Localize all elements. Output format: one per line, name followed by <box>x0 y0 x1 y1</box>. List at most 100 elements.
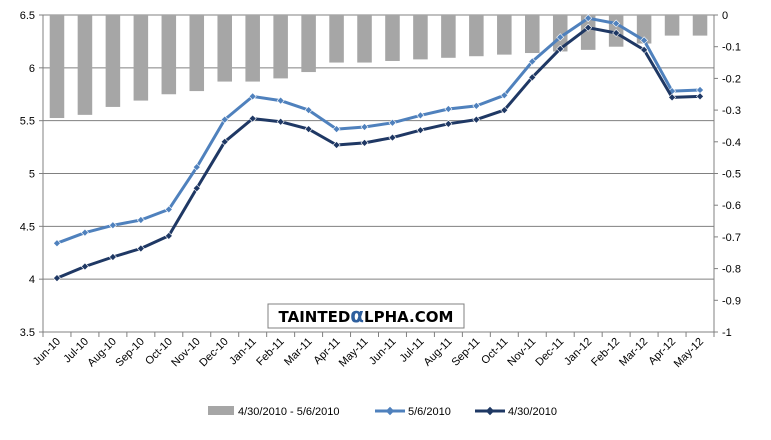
legend-label-line-2: 4/30/2010 <box>508 406 557 418</box>
y-right-tick-label: -0.1 <box>722 42 741 54</box>
x-tick-label: Aug-10 <box>85 336 119 370</box>
series-2-point <box>108 253 117 261</box>
bar <box>469 15 484 57</box>
x-tick-label: Sep-10 <box>113 336 147 370</box>
y-left-tick-label: 6.5 <box>20 10 35 22</box>
legend-label-line-1: 5/6/2010 <box>408 406 451 418</box>
series-1-point <box>612 19 621 28</box>
series-1-point <box>220 115 229 124</box>
series-2-point <box>668 93 677 102</box>
series-2-point <box>192 184 201 193</box>
series-2-point <box>360 138 369 147</box>
series-2-point <box>53 274 61 283</box>
y-left-tick-label: 5.5 <box>20 116 35 128</box>
bar <box>273 15 288 79</box>
x-tick-label: May-11 <box>337 336 371 370</box>
bar <box>161 15 177 95</box>
series-1-point <box>332 125 341 134</box>
bar <box>49 15 65 119</box>
series-2-point <box>584 23 593 32</box>
series-2-point <box>472 115 481 124</box>
bar <box>636 15 652 44</box>
bar <box>692 15 708 36</box>
series-1-point <box>164 205 173 214</box>
x-tick-label: Oct-11 <box>479 336 510 367</box>
y-right-tick-label: -0.7 <box>722 232 741 244</box>
series-1-point <box>248 92 257 101</box>
bar <box>329 15 344 63</box>
bar <box>525 15 540 54</box>
legend-label-bar: 4/30/2010 - 5/6/2010 <box>238 406 340 418</box>
series-2-point <box>612 29 621 37</box>
x-tick-label: Jun-11 <box>367 336 399 368</box>
series-1-point <box>304 106 313 115</box>
series-2-point <box>164 231 173 240</box>
bar <box>385 15 400 61</box>
bar <box>301 15 316 73</box>
bar <box>217 15 232 82</box>
bar <box>105 15 121 107</box>
series-2-point <box>528 73 537 82</box>
watermark-suffix: LPHA.COM <box>364 308 453 326</box>
legend: 4/30/2010 - 5/6/2010 5/6/2010 4/30/2010 <box>208 406 557 418</box>
watermark-alpha: α <box>350 303 364 327</box>
series-2-point <box>416 126 425 135</box>
series-2-point <box>276 117 285 126</box>
y-left-tick-label: 3.5 <box>20 327 35 339</box>
series-1-point <box>472 101 481 110</box>
y-right-tick-label: -0.4 <box>722 137 741 149</box>
bar <box>133 15 149 101</box>
x-tick-label: Feb-11 <box>254 336 287 369</box>
series-1-point <box>528 57 537 66</box>
x-tick-label: Dec-10 <box>197 336 231 370</box>
series-1-point <box>108 221 117 230</box>
legend-swatch-bar <box>208 406 234 415</box>
y-right-tick-label: -1 <box>722 327 732 339</box>
x-tick-label: Mar-12 <box>617 336 650 369</box>
x-tick-label: May-12 <box>672 336 706 370</box>
gridlines <box>43 14 714 333</box>
series-1-point <box>416 111 425 120</box>
series-1-point <box>360 123 369 131</box>
bar <box>189 15 205 92</box>
legend-marker-line-1 <box>385 406 395 416</box>
watermark-prefix: TAINTED <box>279 308 351 326</box>
series-2-point <box>696 92 704 101</box>
bar <box>413 15 428 60</box>
y-right-tick-label: -0.6 <box>722 200 741 212</box>
series-1-point <box>276 96 285 105</box>
y-right-tick-label: 0 <box>722 10 728 22</box>
x-tick-label: Nov-11 <box>505 336 538 369</box>
series-1-point <box>388 118 397 127</box>
x-tick-labels: Jun-10Jul-10Aug-10Sep-10Oct-10Nov-10Dec-… <box>31 336 706 370</box>
y-left-tick-label: 5 <box>29 169 35 181</box>
series-1-point <box>444 105 453 114</box>
series-1-point <box>556 33 565 42</box>
series-1-point <box>53 239 61 248</box>
y-left-tick-labels: 3.5 4 4.5 5 5.5 6 6.5 <box>20 10 35 339</box>
x-tick-label: Jan-11 <box>227 336 259 368</box>
bar <box>357 15 372 63</box>
bar <box>664 15 680 36</box>
series-2-point <box>248 114 257 123</box>
y-left-tick-label: 4 <box>29 274 35 286</box>
series-2-point <box>80 262 89 271</box>
y-right-tick-label: -0.2 <box>722 73 741 85</box>
watermark-logo: TAINTEDαLPHA.COM <box>267 303 465 329</box>
y-left-tick-label: 6 <box>29 63 35 75</box>
bar <box>497 15 512 55</box>
x-tick-label: Dec-11 <box>533 336 566 369</box>
y-right-tick-label: -0.9 <box>722 295 741 307</box>
series-2-point <box>388 133 397 142</box>
x-tick-label: Sep-11 <box>449 336 482 369</box>
x-tick-label: Jan-12 <box>562 336 594 368</box>
series-2-point <box>332 141 341 149</box>
series-2-point <box>556 44 565 53</box>
bar <box>245 15 260 82</box>
series-1-point <box>640 36 649 45</box>
y-left-tick-label: 4.5 <box>20 221 35 233</box>
watermark-border <box>267 303 465 329</box>
series-2-point <box>444 119 453 128</box>
